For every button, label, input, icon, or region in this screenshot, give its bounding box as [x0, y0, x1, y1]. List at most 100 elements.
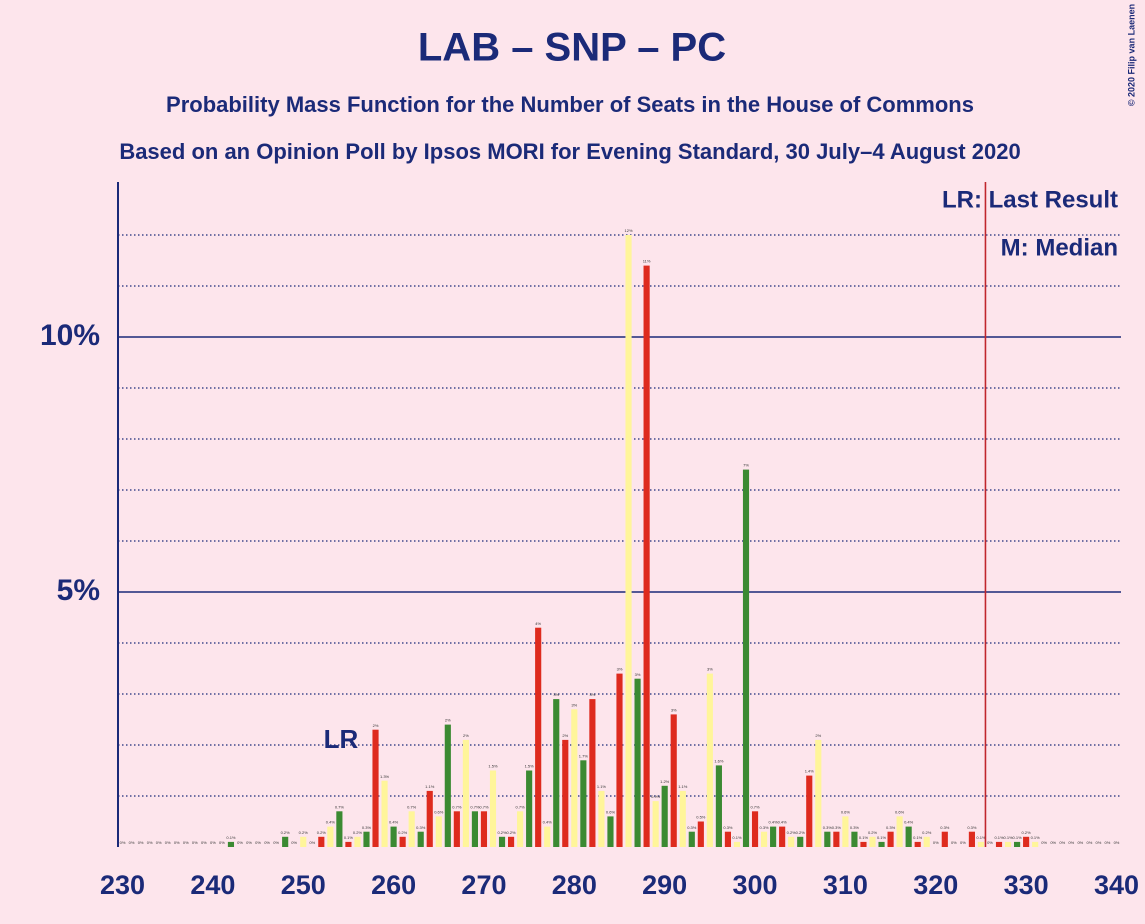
value-label: 0%: [264, 840, 270, 845]
bar: [815, 739, 822, 847]
x-tick-label: 290: [642, 870, 687, 900]
value-label: 0%: [210, 840, 216, 845]
bar: [462, 739, 469, 847]
value-label: 0.4%: [389, 820, 399, 825]
bar: [779, 826, 786, 847]
bar: [417, 831, 424, 847]
value-label: 0.6%: [606, 809, 616, 814]
value-label: 12%: [625, 228, 633, 233]
value-label: 0.1%: [1003, 835, 1013, 840]
bar: [453, 811, 460, 847]
bar: [489, 770, 497, 847]
value-label: 0.2%: [497, 830, 507, 835]
bar: [833, 831, 840, 847]
value-label: 4%: [535, 621, 541, 626]
value-label: 0%: [309, 840, 315, 845]
value-label: 0.2%: [1022, 830, 1032, 835]
bar: [498, 836, 506, 847]
value-label: 0.6%: [434, 809, 444, 814]
bar: [869, 836, 876, 847]
value-label: 0.2%: [281, 830, 291, 835]
value-label: 0.6%: [895, 809, 905, 814]
value-label: 0.1%: [344, 835, 354, 840]
bar: [706, 673, 713, 847]
value-label: 0.4%: [769, 820, 779, 825]
bar: [535, 627, 542, 847]
value-label: 0.6%: [841, 809, 851, 814]
value-label: 0.7%: [407, 804, 417, 809]
value-label: 3%: [553, 692, 559, 697]
copyright: © 2020 Filip van Laenen: [1126, 4, 1136, 106]
value-label: 3%: [671, 707, 677, 712]
value-label: 7%: [743, 463, 749, 468]
bar: [336, 811, 343, 847]
bar: [1004, 841, 1012, 847]
value-label: 0%: [291, 840, 297, 845]
bar: [968, 831, 975, 847]
value-label: 0.2%: [796, 830, 806, 835]
x-tick-label: 340: [1094, 870, 1139, 900]
bar: [860, 841, 867, 847]
bar: [733, 841, 741, 847]
value-label: 0.3%: [832, 825, 842, 830]
bar: [914, 841, 921, 847]
bar: [896, 816, 903, 847]
bar: [751, 811, 759, 847]
x-tick-label: 260: [371, 870, 416, 900]
bar: [905, 826, 912, 847]
value-label: 0%: [1041, 840, 1047, 845]
chart-subtitle: Based on an Opinion Poll by Ipsos MORI f…: [119, 139, 1020, 164]
bar: [788, 836, 795, 847]
x-tick-label: 330: [1004, 870, 1049, 900]
bar: [363, 831, 370, 847]
x-tick-label: 240: [190, 870, 235, 900]
value-label: 0%: [219, 840, 225, 845]
value-label: 0.3%: [967, 825, 977, 830]
value-label: 0.3%: [362, 825, 372, 830]
bar: [625, 235, 632, 847]
bar: [797, 836, 804, 847]
value-label: 3%: [617, 667, 623, 672]
bar: [426, 790, 433, 847]
bar: [553, 699, 560, 847]
bar: [444, 724, 451, 847]
value-label: 1.1%: [597, 784, 607, 789]
value-label: 1.1%: [678, 784, 688, 789]
value-label: 0%: [246, 840, 252, 845]
bar: [598, 790, 605, 847]
bar: [742, 469, 750, 847]
bar: [480, 811, 488, 847]
value-label: 0.2%: [317, 830, 327, 835]
bar: [372, 729, 379, 847]
bar: [354, 836, 361, 847]
bar: [318, 836, 325, 847]
value-label: 0%: [273, 840, 279, 845]
value-label: 0.1%: [1013, 835, 1023, 840]
x-tick-label: 250: [281, 870, 326, 900]
x-tick-label: 300: [733, 870, 778, 900]
value-label: 1.6%: [714, 758, 724, 763]
bar: [697, 821, 704, 847]
bar: [1032, 841, 1039, 847]
value-label: 0.7%: [516, 804, 526, 809]
bar: [616, 673, 623, 847]
value-label: 0.7%: [479, 804, 489, 809]
bar: [1023, 836, 1030, 847]
value-label: 11%: [643, 259, 651, 264]
value-label: 0%: [156, 840, 162, 845]
legend-text: LR: Last Result: [942, 186, 1118, 213]
legend-text: M: Median: [1001, 234, 1118, 261]
value-label: 0%: [987, 840, 993, 845]
value-label: 2%: [373, 723, 379, 728]
value-label: 0%: [933, 840, 939, 845]
value-label: 3%: [590, 692, 596, 697]
value-label: 0.7%: [452, 804, 462, 809]
value-label: 0%: [1068, 840, 1074, 845]
bar: [282, 836, 289, 847]
value-label: 0.7%: [335, 804, 345, 809]
value-label: 0.3%: [687, 825, 697, 830]
value-label: 0.2%: [787, 830, 797, 835]
bar: [634, 678, 641, 847]
bar: [345, 841, 352, 847]
